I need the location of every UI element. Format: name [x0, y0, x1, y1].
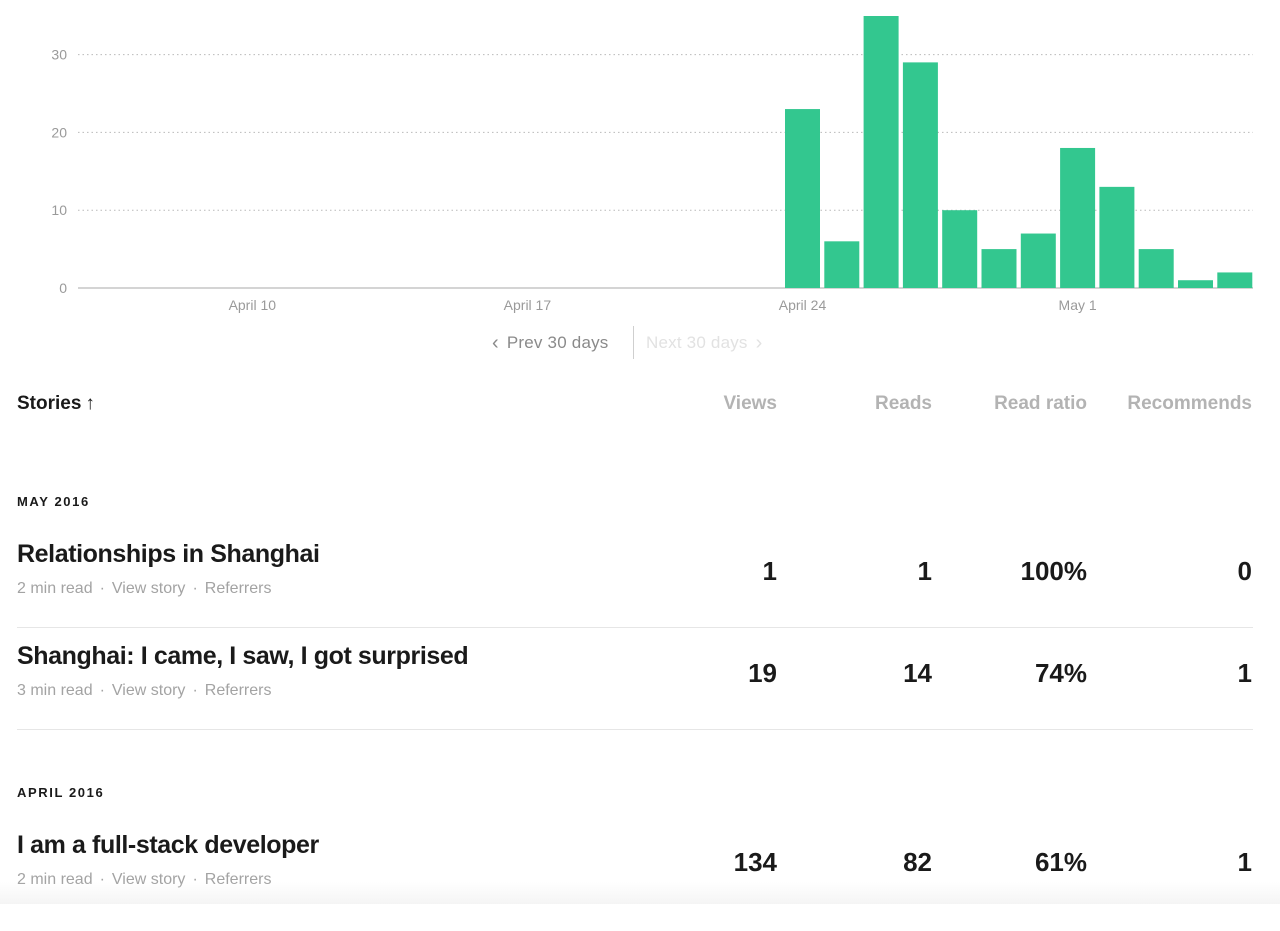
month-heading: MAY 2016 [17, 494, 90, 509]
views-value: 1 [762, 556, 777, 586]
views-value: 19 [748, 658, 777, 688]
story-title[interactable]: Relationships in Shanghai [17, 540, 320, 568]
meta-separator: · [99, 580, 105, 597]
x-tick-label: April 24 [779, 297, 827, 313]
chart-bar [981, 249, 1017, 288]
story-title[interactable]: I am a full-stack developer [17, 831, 319, 859]
y-tick-label: 0 [59, 280, 67, 296]
views-bar-chart: 0 10 20 30 April 10 April 17 April 24 May 1 [51, 16, 1253, 313]
month-heading: APRIL 2016 [17, 785, 105, 800]
arrow-up-icon: ↑ [85, 393, 95, 414]
next-30-days-label: Next 30 days [646, 333, 748, 352]
views-value: 134 [733, 847, 777, 877]
pagination: ‹ Prev 30 days Next 30 days › [0, 326, 1280, 360]
chevron-left-icon: ‹ [492, 332, 499, 354]
story-row: Relationships in Shanghai 2 min read · Vie… [17, 540, 1253, 640]
referrers-link[interactable]: Referrers [204, 682, 272, 699]
chart-bar [1217, 272, 1253, 288]
story-title[interactable]: Shanghai: I came, I saw, I got surprised [17, 642, 469, 670]
row-divider [17, 729, 1253, 730]
story-meta: 2 min read · View story · Referrers [17, 871, 271, 889]
reads-header[interactable]: Reads [874, 393, 932, 414]
stories-header-label: Stories [17, 393, 82, 414]
chart-bar [1020, 233, 1056, 288]
meta-separator: · [99, 871, 105, 888]
recommends-header[interactable]: Recommends [1127, 393, 1252, 414]
meta-separator: · [192, 580, 198, 597]
y-tick-label: 20 [51, 124, 67, 140]
referrers-link[interactable]: Referrers [204, 871, 272, 888]
x-tick-label: May 1 [1059, 297, 1097, 313]
reads-value: 1 [917, 556, 932, 586]
chart-bar [942, 210, 978, 288]
read-ratio-header[interactable]: Read ratio [994, 393, 1087, 414]
recommends-value: 1 [1237, 847, 1252, 877]
read-ratio-value: 61% [1034, 847, 1087, 877]
read-time: 2 min read [17, 871, 93, 888]
stories-sort-header[interactable]: Stories ↑ [17, 390, 95, 418]
reads-value: 82 [903, 847, 932, 877]
prev-30-days-label: Prev 30 days [506, 333, 609, 352]
meta-separator: · [99, 682, 105, 699]
chart-bar [785, 109, 820, 288]
referrers-link[interactable]: Referrers [204, 580, 272, 597]
view-story-link[interactable]: View story [111, 682, 186, 699]
read-ratio-value: 100% [1020, 556, 1088, 586]
chart-bar [1060, 147, 1096, 288]
view-story-link[interactable]: View story [111, 580, 186, 597]
y-tick-label: 10 [51, 202, 67, 218]
views-header[interactable]: Views [723, 393, 777, 414]
read-time: 3 min read [17, 682, 93, 699]
read-ratio-value: 74% [1034, 658, 1087, 688]
read-time: 2 min read [17, 580, 93, 597]
recommends-value: 0 [1237, 556, 1252, 586]
chevron-right-icon: › [755, 332, 763, 354]
story-row: Shanghai: I came, I saw, I got surprised… [17, 642, 1253, 742]
story-meta: 2 min read · View story · Referrers [17, 580, 271, 598]
chart-bar [1138, 249, 1174, 288]
chart-bar [824, 241, 860, 288]
chart-bar [1178, 280, 1213, 288]
meta-separator: · [192, 871, 198, 888]
chart-bar [902, 62, 938, 288]
recommends-value: 1 [1237, 658, 1252, 688]
chart-bar [1099, 186, 1135, 288]
story-meta: 3 min read · View story · Referrers [17, 682, 271, 700]
pager-divider [633, 326, 634, 359]
x-tick-label: April 10 [229, 297, 277, 313]
story-row: I am a full-stack developer 2 min read · V… [17, 831, 1253, 931]
prev-30-days-button[interactable]: ‹ Prev 30 days [492, 326, 609, 360]
y-tick-label: 30 [51, 47, 67, 63]
row-divider [17, 627, 1253, 628]
next-30-days-button[interactable]: Next 30 days › [646, 326, 763, 360]
reads-value: 14 [903, 658, 932, 688]
chart-bar [863, 16, 899, 288]
view-story-link[interactable]: View story [111, 871, 186, 888]
x-tick-label: April 17 [504, 297, 552, 313]
meta-separator: · [192, 682, 198, 699]
